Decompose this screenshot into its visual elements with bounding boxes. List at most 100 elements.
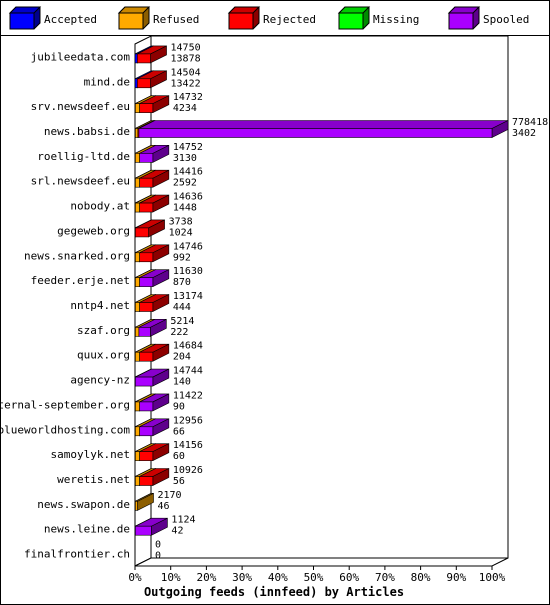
category-label: news.babsi.de: [44, 125, 130, 138]
legend-item-rejected: Rejected: [227, 6, 316, 30]
bar-front-face: [139, 351, 154, 362]
category-label: quux.org: [77, 349, 130, 362]
bar-row-gegeweb-org: [134, 219, 165, 238]
bar-row-nobody-at: [134, 194, 170, 213]
value-label-top: 778418: [512, 117, 548, 128]
value-label-top: 5214: [170, 316, 194, 327]
value-label-top: 0: [155, 540, 161, 551]
bar-row-news-babsi-de: [134, 120, 509, 138]
bar-front-face: [137, 53, 151, 64]
bar-front-face: [135, 202, 140, 213]
bar-front-face: [137, 78, 151, 89]
bar-row-weretis-net: [134, 468, 170, 486]
legend-label: Rejected: [263, 13, 316, 26]
legend-swatch: [338, 12, 364, 30]
bar-front-face: [139, 153, 154, 163]
category-label: samoylyk.net: [51, 448, 130, 461]
x-tick-label: 10%: [161, 571, 181, 584]
bar-row-agency-nz: [134, 368, 170, 387]
legend-label: Accepted: [44, 13, 97, 26]
category-label: news.swapon.de: [37, 498, 130, 511]
category-label: nntp4.net: [70, 299, 130, 312]
bar-segment-spooled: [139, 418, 170, 437]
legend-item-missing: Missing: [337, 6, 419, 30]
value-label-top: 14744: [173, 366, 203, 377]
legend-swatch: [118, 12, 144, 30]
bar-front-face: [135, 153, 140, 163]
value-label-top: 14746: [173, 241, 203, 252]
legend-swatch-top: [447, 6, 481, 14]
bar-front-face: [135, 351, 140, 362]
bar-segment-spooled: [135, 517, 168, 536]
category-label: szaf.org: [77, 324, 130, 337]
bar-segment-rejected: [139, 443, 170, 462]
bar-front-face: [139, 302, 154, 312]
bar-front-face: [139, 177, 154, 188]
bar-segment-rejected: [139, 95, 170, 114]
category-label: eternal-september.org: [0, 398, 130, 411]
value-label-top: 14416: [173, 167, 203, 178]
category-label: agency-nz: [70, 374, 130, 387]
bar-front-face: [135, 426, 140, 437]
value-label-bottom: 992: [173, 252, 191, 263]
bar-front-face: [139, 103, 154, 113]
value-label-top: 14750: [171, 42, 201, 53]
bar-top-face: [138, 120, 509, 129]
bar-row-srv-newsdeef-eu: [134, 95, 170, 114]
bar-segment-spooled: [139, 393, 170, 412]
category-label: blueworldhosting.com: [0, 423, 130, 436]
value-label-top: 14156: [173, 440, 203, 451]
value-label-bottom: 3130: [173, 153, 197, 164]
category-label: srl.newsdeef.eu: [31, 175, 130, 188]
x-tick-label: 70%: [375, 571, 395, 584]
legend-swatch-top: [8, 6, 42, 14]
bar-segment-rejected: [139, 244, 170, 263]
x-tick-label: 20%: [196, 571, 216, 584]
bar-front-face: [139, 476, 154, 486]
x-axis-ticks: 0% 10% 20% 30% 40% 50% 60% 70% 80% 90% 100%: [128, 566, 506, 584]
value-label-top: 14684: [173, 341, 203, 352]
bar-front-face: [139, 277, 154, 287]
bar-segment-rejected: [135, 219, 165, 238]
bar-segment-rejected: [139, 343, 170, 362]
value-label-bottom: 60: [173, 451, 185, 462]
bar-front-face: [135, 302, 140, 312]
legend-swatch: [9, 12, 35, 30]
bar-segment-spooled: [138, 120, 509, 138]
bar-front-face: [139, 401, 154, 412]
value-label-bottom: 56: [173, 476, 185, 487]
value-label-bottom: 1448: [173, 203, 197, 214]
legend-swatch-top: [227, 6, 261, 14]
value-label-top: 1124: [171, 515, 195, 526]
bar-front-face: [134, 53, 138, 64]
bar-row-eternal-september-org: [134, 393, 170, 412]
category-label: mind.de: [84, 75, 130, 88]
legend-swatch-top: [117, 6, 151, 14]
bar-row-samoylyk-net: [134, 443, 170, 462]
value-label-bottom: 222: [170, 327, 188, 338]
value-label-top: 14636: [173, 192, 203, 203]
bar-front-face: [139, 426, 154, 437]
bar-front-face: [135, 451, 140, 461]
bar-front-face: [135, 476, 140, 486]
legend: Accepted Refused Rejected Missing Spooled: [8, 6, 529, 30]
value-label-bottom: 66: [173, 426, 185, 437]
x-tick-label: 0%: [128, 571, 142, 584]
category-label: nobody.at: [70, 200, 130, 213]
value-label-bottom: 4234: [173, 103, 197, 114]
bar-row-roellig-ltd-de: [134, 144, 170, 163]
plot-back-wall: [150, 35, 509, 559]
value-label-top: 14732: [173, 92, 203, 103]
legend-swatch: [228, 12, 254, 30]
bar-row-mind-de: [134, 70, 167, 89]
bar-row-feeder-erje-net: [134, 269, 170, 288]
legend-swatch-top: [337, 6, 371, 14]
bar-front-face: [135, 103, 140, 113]
category-label: jubileedata.com: [31, 50, 131, 63]
value-label-top: 11630: [173, 266, 203, 277]
bar-segment-rejected: [139, 468, 170, 486]
bar-front-face: [135, 401, 140, 412]
bar-front-face: [135, 376, 154, 387]
x-tick-label: 30%: [232, 571, 252, 584]
category-label: news.snarked.org: [24, 249, 130, 262]
